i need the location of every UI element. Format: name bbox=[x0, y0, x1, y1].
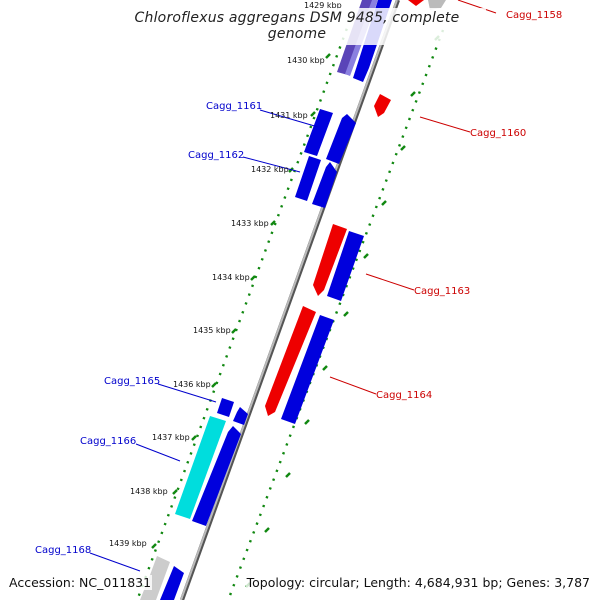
gene-label-cagg-1162[interactable]: Cagg_1162 bbox=[188, 150, 244, 161]
scale-label-1437: 1437 kbp bbox=[152, 433, 190, 442]
scale-label-1435: 1435 kbp bbox=[193, 326, 231, 335]
accession-label: Accession: bbox=[9, 575, 76, 590]
gene-cagg-1160 bbox=[374, 94, 391, 117]
gene-cagg-1168-blue bbox=[160, 566, 184, 600]
gene-cagg-1161b bbox=[326, 114, 356, 164]
gene-cagg-1165a bbox=[217, 398, 234, 417]
gene-label-cagg-1158[interactable]: Cagg_1158 bbox=[506, 10, 562, 21]
gene-label-cagg-1168[interactable]: Cagg_1168 bbox=[35, 545, 91, 556]
scale-label-1434: 1434 kbp bbox=[212, 273, 250, 282]
gene-cagg-1158 bbox=[408, 0, 424, 6]
gene-cagg-1163-red bbox=[313, 224, 347, 296]
gene-cagg-1164-red bbox=[265, 306, 316, 416]
scale-label-1439: 1439 kbp bbox=[109, 539, 147, 548]
scale-label-1431: 1431 kbp bbox=[270, 111, 308, 120]
accession-value: NC_011831 bbox=[79, 575, 152, 590]
gene-cagg-1162b bbox=[312, 162, 337, 208]
accession-info: Accession: NC_011831 bbox=[8, 575, 153, 590]
gene-cagg-1162a bbox=[295, 156, 321, 201]
scale-label-1429: 1429 kbp bbox=[304, 1, 342, 10]
right-dotted-guide bbox=[227, 29, 445, 599]
scale-label-1438: 1438 kbp bbox=[130, 487, 168, 496]
gene-cagg-1165b bbox=[233, 407, 248, 425]
gene-label-cagg-1163[interactable]: Cagg_1163 bbox=[414, 286, 470, 297]
gene-label-cagg-1165[interactable]: Cagg_1165 bbox=[104, 376, 160, 387]
gene-cagg-1166-cyan bbox=[175, 416, 226, 519]
gene-label-cagg-1166[interactable]: Cagg_1166 bbox=[80, 436, 136, 447]
scale-label-1432: 1432 kbp bbox=[251, 165, 289, 174]
gene-label-cagg-1161[interactable]: Cagg_1161 bbox=[206, 101, 262, 112]
left-scale-ticks bbox=[151, 53, 331, 549]
gene-cagg-1163-blue bbox=[327, 231, 364, 301]
label-connectors bbox=[89, 0, 497, 572]
backbone bbox=[180, 0, 398, 600]
gene-top-grey bbox=[428, 0, 446, 10]
gene-cagg-1161a bbox=[304, 109, 333, 156]
topology-info: Topology: circular; Length: 4,684,931 bp… bbox=[245, 575, 591, 590]
gene-cagg-1164-blue bbox=[281, 315, 334, 424]
scale-label-1433: 1433 kbp bbox=[231, 219, 269, 228]
genome-title: Chloroflexus aggregans DSM 9485, complet… bbox=[108, 8, 486, 45]
gene-label-cagg-1164[interactable]: Cagg_1164 bbox=[376, 390, 432, 401]
scale-label-1430: 1430 kbp bbox=[287, 56, 325, 65]
scale-label-1436: 1436 kbp bbox=[173, 380, 211, 389]
gene-label-cagg-1160[interactable]: Cagg_1160 bbox=[470, 128, 526, 139]
gene-cagg-1166-blue bbox=[192, 426, 241, 526]
